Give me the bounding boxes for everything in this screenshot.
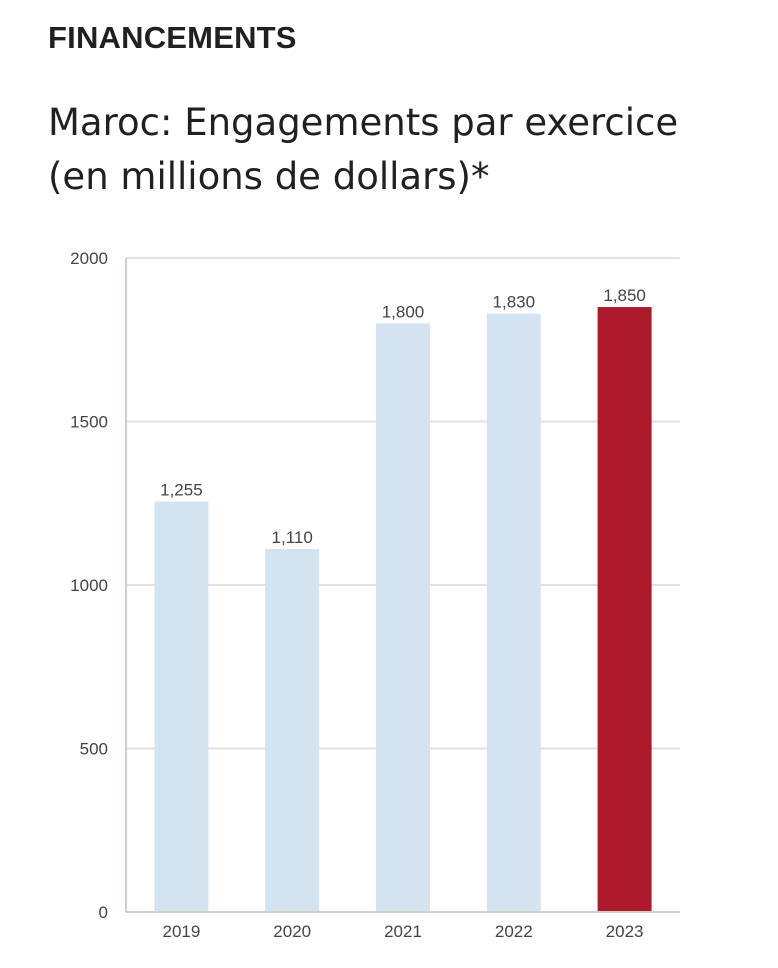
y-tick-label: 2000 [70, 249, 108, 268]
value-label-2019: 1,255 [160, 481, 203, 500]
x-tick-label-2019: 2019 [162, 922, 200, 941]
y-tick-label: 0 [99, 903, 108, 922]
y-axis-ticks: 0 500 1000 1500 2000 [70, 249, 108, 922]
chart-title: Maroc: Engagements par exercice (en mill… [48, 96, 678, 204]
y-tick-label: 1000 [70, 576, 108, 595]
value-label-2022: 1,830 [493, 293, 536, 312]
y-tick-label: 1500 [70, 413, 108, 432]
chart-title-line-2: (en millions de dollars)* [48, 155, 490, 198]
bar-2019 [154, 501, 209, 912]
bar-2023 [597, 307, 652, 912]
bars [154, 307, 652, 913]
x-tick-label-2022: 2022 [495, 922, 533, 941]
chart-title-line-1: Maroc: Engagements par exercice [48, 101, 679, 144]
value-label-2021: 1,800 [382, 302, 425, 321]
bar-2022 [486, 313, 541, 913]
bar-2021 [376, 323, 430, 912]
value-label-2020: 1,110 [272, 528, 313, 547]
section-label: FINANCEMENTS [48, 20, 297, 55]
x-tick-label-2021: 2021 [384, 922, 422, 941]
axis-lines [125, 258, 680, 913]
value-label-2023: 1,850 [603, 286, 646, 305]
x-axis-ticks: 2019 2020 2021 2022 2023 [162, 922, 643, 941]
x-tick-label-2023: 2023 [606, 922, 644, 941]
x-tick-label-2020: 2020 [273, 922, 311, 941]
value-labels: 1,255 1,110 1,800 1,830 1,850 [160, 286, 646, 547]
bar-2020 [265, 549, 320, 912]
y-tick-label: 500 [80, 740, 108, 759]
